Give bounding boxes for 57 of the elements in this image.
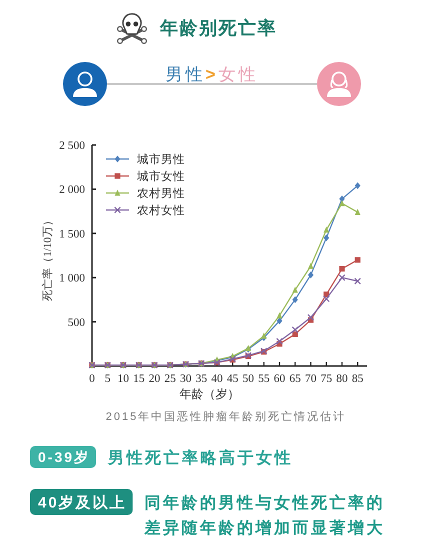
x-tick-label: 0: [89, 373, 96, 385]
point: [354, 278, 362, 285]
x-tick-label: 35: [196, 373, 208, 385]
point: [276, 318, 282, 324]
point: [339, 200, 345, 206]
y-tick-label: 1 500: [59, 228, 86, 240]
y-tick-label: 2 000: [59, 184, 86, 196]
point: [276, 338, 283, 345]
y-tick-label: 500: [68, 316, 86, 329]
x-axis-title: 年龄（岁）: [180, 387, 240, 401]
x-tick-label: 10: [118, 373, 130, 385]
x-tick-label: 25: [164, 373, 176, 385]
x-tick-label: 40: [211, 373, 223, 385]
x-tick-label: 50: [242, 373, 254, 385]
x-tick-label: 65: [289, 373, 302, 385]
point: [354, 182, 360, 190]
x-tick-label: 20: [148, 373, 160, 385]
point: [276, 312, 282, 318]
point: [324, 226, 330, 233]
chart-subtitle: 男性>女性: [166, 65, 258, 84]
point: [338, 274, 346, 281]
x-tick-label: 70: [305, 373, 317, 385]
point: [292, 286, 298, 293]
x-tick-label: 5: [104, 373, 111, 385]
point: [322, 295, 330, 302]
y-tick-label: 1 000: [59, 272, 86, 285]
x-tick-label: 55: [258, 373, 270, 385]
point: [339, 196, 345, 202]
x-tick-label: 60: [274, 373, 286, 385]
x-tick-label: 75: [320, 373, 332, 385]
chart-title: 年龄别死亡率: [159, 18, 277, 38]
legend-label: 农村男性: [137, 187, 185, 200]
point: [261, 332, 267, 339]
legend-label: 城市男性: [136, 152, 185, 166]
x-tick-label: 15: [133, 373, 145, 385]
text: 0-39岁: [38, 449, 90, 466]
point: [324, 234, 330, 242]
x-tick-label: 85: [352, 373, 364, 385]
point: [308, 272, 314, 278]
point: [292, 326, 299, 334]
point: [354, 257, 360, 263]
text: 2015年中国恶性肿瘤年龄别死亡情况估计: [106, 410, 346, 423]
y-tick-label: 2 500: [59, 140, 86, 152]
y-axis-title: 死亡率（1/10万）: [41, 215, 54, 301]
legend-label: 城市女性: [136, 169, 185, 183]
point: [339, 266, 345, 272]
x-tick-label: 45: [226, 373, 239, 385]
text: 同年龄的男性与女性死亡率的差异随年龄的增加而显著增大: [144, 493, 386, 537]
point: [308, 262, 314, 269]
x-tick-label: 80: [336, 373, 348, 385]
text: 男性死亡率略高于女性: [107, 448, 294, 467]
x-tick-label: 30: [180, 373, 192, 385]
legend-label: 农村女性: [137, 204, 185, 217]
text: 40岁及以上: [38, 494, 127, 512]
point: [292, 296, 298, 304]
point: [307, 314, 314, 321]
point: [354, 208, 360, 215]
